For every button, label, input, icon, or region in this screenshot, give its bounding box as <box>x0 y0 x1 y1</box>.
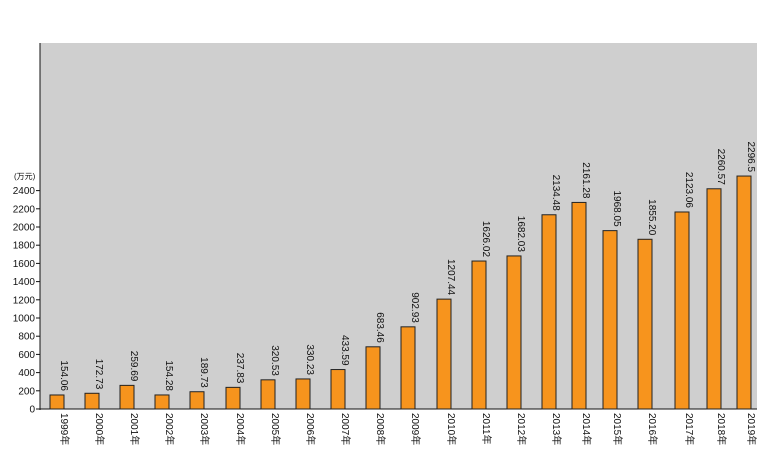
y-tick-label: 0 <box>29 405 35 416</box>
bar <box>225 386 241 410</box>
x-tick-label: 2006年 <box>304 413 317 445</box>
x-tick-label: 2011年 <box>480 413 493 445</box>
bar <box>260 379 276 410</box>
y-tick-label: 400 <box>18 368 35 379</box>
x-tick-label: 2013年 <box>550 413 563 445</box>
y-axis-unit: (万元) <box>14 172 36 181</box>
x-tick-label: 2018年 <box>715 413 728 445</box>
y-tick-label: 1600 <box>13 259 36 270</box>
bar <box>365 346 381 410</box>
x-tick-label: 2001年 <box>128 413 141 445</box>
bar <box>637 238 653 410</box>
data-label: 2296.5 <box>745 141 756 172</box>
data-label: 320.53 <box>269 345 280 376</box>
y-tick-label: 1400 <box>13 277 36 288</box>
data-label: 433.59 <box>339 335 350 366</box>
x-tick-label: 2019年 <box>745 413 757 445</box>
bar <box>736 175 752 410</box>
bar <box>674 211 690 410</box>
x-tick-label: 2003年 <box>198 413 211 445</box>
data-label: 259.69 <box>128 351 139 382</box>
data-label: 1682.03 <box>515 216 526 253</box>
data-label: 172.73 <box>93 359 104 390</box>
data-label: 1207.44 <box>445 259 456 296</box>
data-label: 154.06 <box>58 360 69 391</box>
data-label: 189.73 <box>198 357 209 388</box>
bar <box>706 188 722 410</box>
bar <box>154 394 170 410</box>
bar <box>189 391 205 410</box>
x-tick-label: 2009年 <box>409 413 422 445</box>
y-tick-label: 600 <box>18 350 35 361</box>
y-tick-label: 2400 <box>13 186 36 197</box>
x-tick-label: 2010年 <box>445 413 458 445</box>
bar <box>602 230 618 410</box>
data-label: 2123.06 <box>683 172 694 209</box>
y-tick-label: 200 <box>18 386 35 397</box>
x-tick-label: 2002年 <box>163 413 176 445</box>
y-tick-label: 800 <box>18 332 35 343</box>
bar <box>571 201 587 410</box>
data-label: 1855.20 <box>646 199 657 236</box>
y-tick-label: 1000 <box>13 314 36 325</box>
bar <box>400 326 416 410</box>
data-label: 330.23 <box>304 344 315 375</box>
x-tick-label: 2007年 <box>339 413 352 445</box>
y-tick-label: 1800 <box>13 241 36 252</box>
bar <box>471 260 487 410</box>
x-tick-label: 2017年 <box>683 413 696 445</box>
x-tick-label: 2005年 <box>269 413 282 445</box>
x-axis: 1999年 2000年 2001年 2002年 2003年 2004年 2005年 2006年… <box>58 413 757 445</box>
bars-group: 154.06 172.73 259.69 154.28 189.73 237.83 320.… <box>49 141 756 410</box>
bar <box>84 392 100 410</box>
bar <box>506 255 522 410</box>
y-tick-label: 1200 <box>13 295 36 306</box>
bar <box>436 298 452 410</box>
data-label: 154.28 <box>163 360 174 391</box>
data-label: 2161.28 <box>580 162 591 199</box>
x-tick-label: 2012年 <box>515 413 528 445</box>
bar <box>119 384 135 410</box>
x-tick-label: 2004年 <box>234 413 247 445</box>
y-tick-label: 2200 <box>13 204 36 215</box>
data-label: 1626.02 <box>480 221 491 258</box>
x-tick-label: 1999年 <box>58 413 71 445</box>
data-label: 2134.48 <box>550 175 561 212</box>
y-tick-label: 2000 <box>13 223 36 234</box>
x-tick-label: 2014年 <box>580 413 593 445</box>
data-label: 2260.57 <box>715 149 726 186</box>
data-label: 237.83 <box>234 353 245 384</box>
data-label: 902.93 <box>409 292 420 323</box>
x-tick-label: 2000年 <box>93 413 106 445</box>
data-label: 683.46 <box>374 312 385 343</box>
data-label: 1968.05 <box>611 190 622 227</box>
bar <box>295 378 311 410</box>
bar <box>330 369 346 410</box>
bar <box>541 214 557 410</box>
x-tick-label: 2015年 <box>611 413 624 445</box>
bar <box>49 394 65 410</box>
x-tick-label: 2008年 <box>374 413 387 445</box>
x-tick-label: 2016年 <box>646 413 659 445</box>
